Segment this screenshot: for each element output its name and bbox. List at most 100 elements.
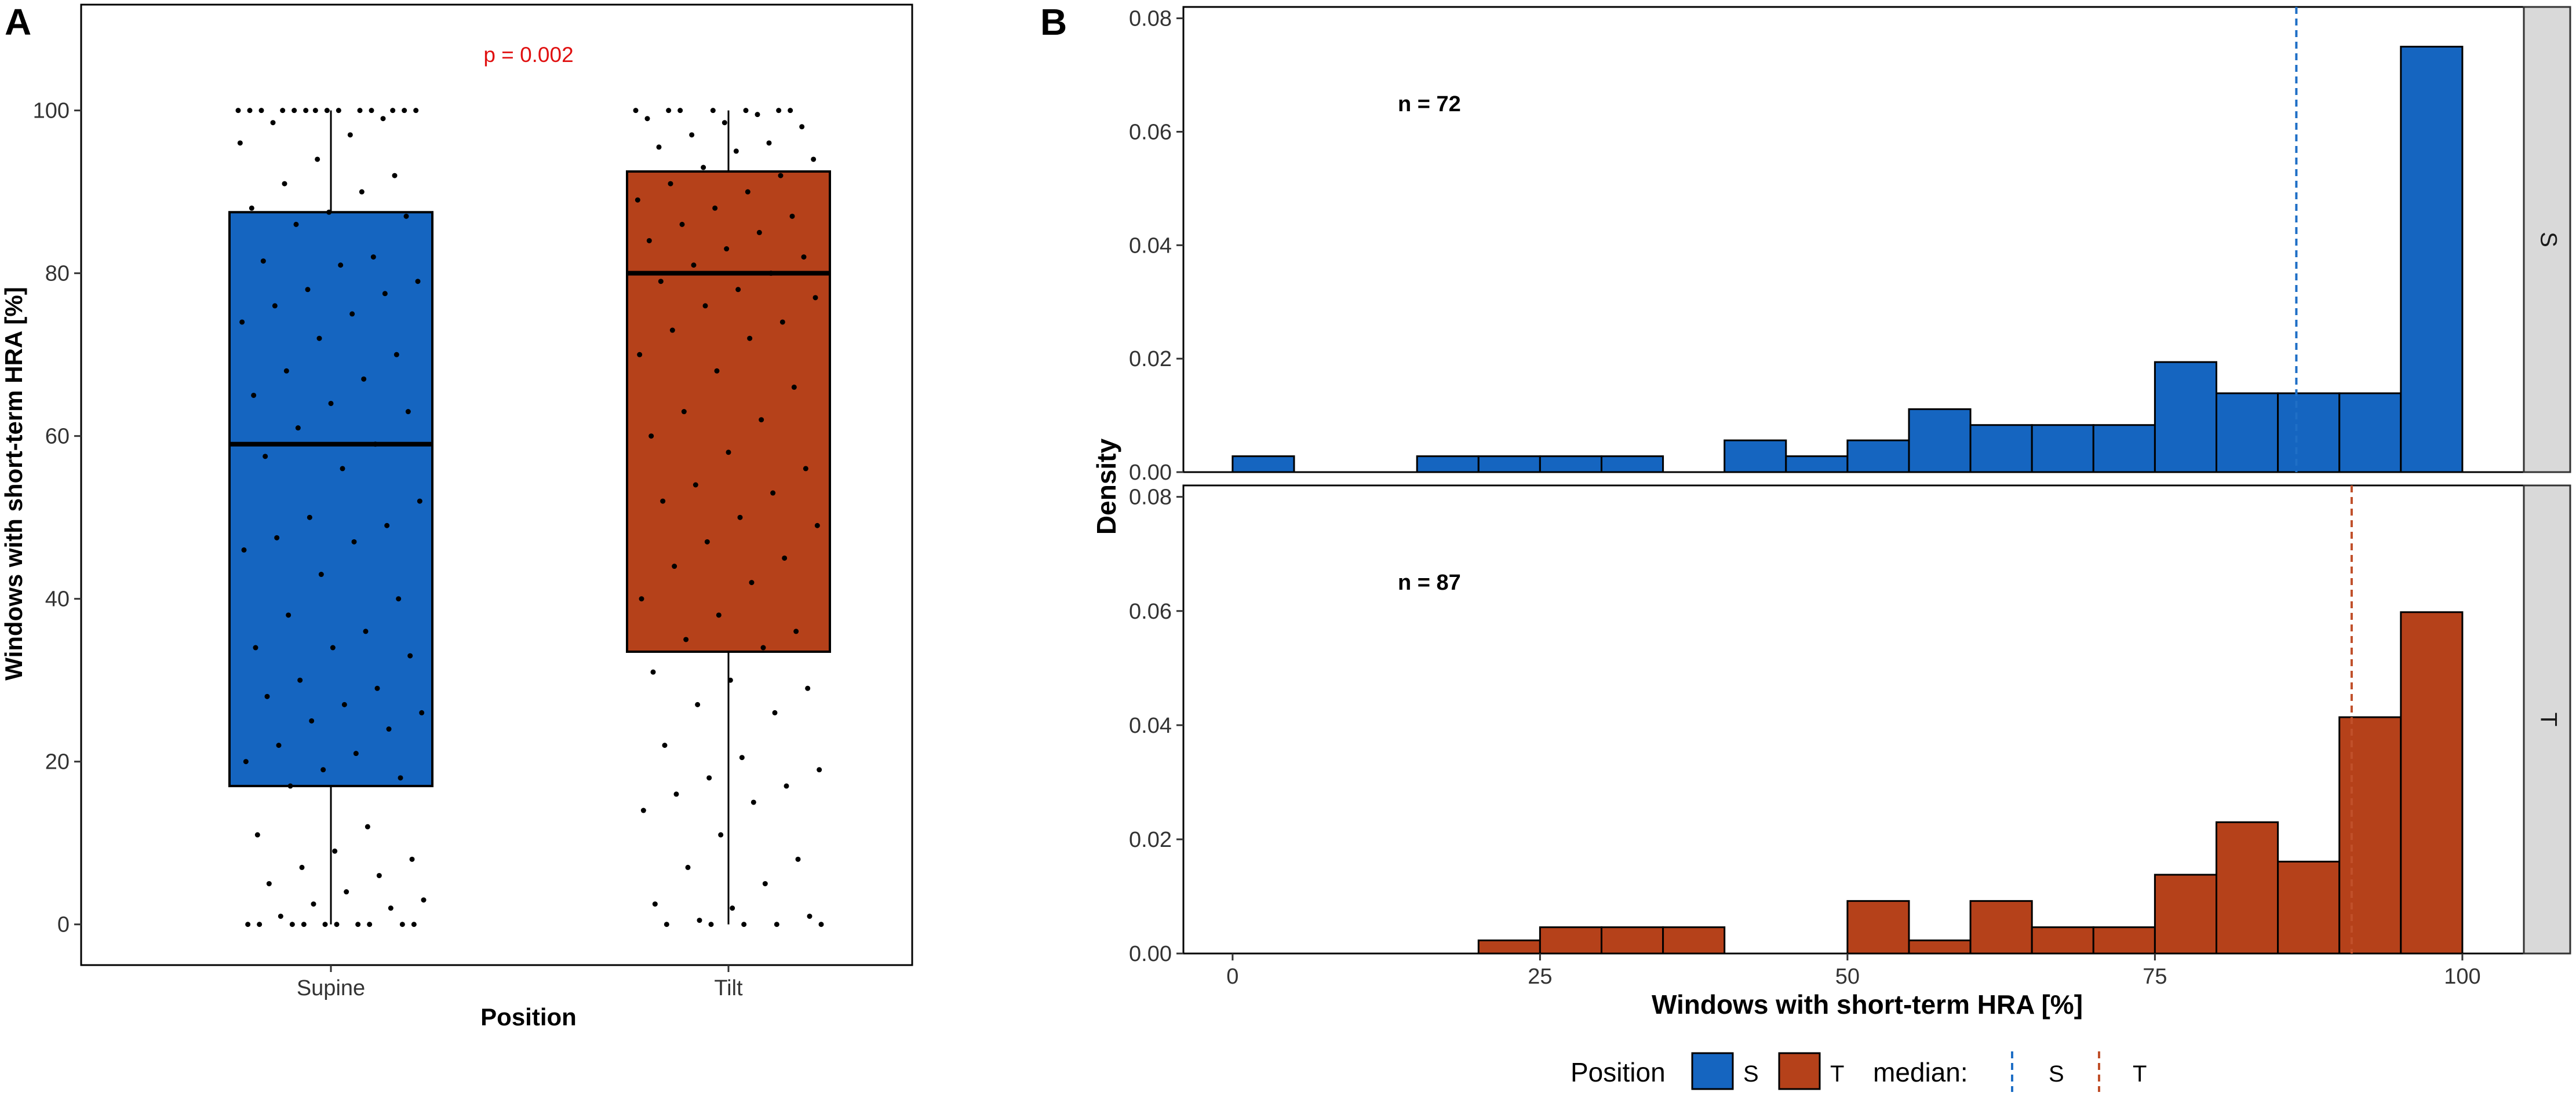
- a-point: [666, 108, 672, 114]
- a-point: [772, 710, 778, 715]
- a-point: [648, 433, 654, 439]
- a-point: [739, 755, 745, 761]
- panel-a-pvalue: p = 0.002: [483, 43, 573, 67]
- a-point: [241, 547, 247, 553]
- a-point: [353, 751, 359, 757]
- b-ytick-label: 0.02: [1129, 347, 1172, 371]
- b-xtick-label: 25: [1528, 965, 1552, 989]
- a-point: [305, 287, 311, 293]
- facet-strip: [2523, 484, 2571, 955]
- b-ytick-label: 0.04: [1129, 714, 1172, 738]
- a-point: [392, 173, 398, 178]
- hist-bar: [1846, 439, 1910, 473]
- facet-strip: [2523, 6, 2571, 473]
- a-point: [315, 156, 320, 162]
- a-point: [243, 759, 249, 765]
- a-point: [396, 596, 402, 602]
- a-point: [301, 922, 307, 927]
- a-ytick-label: 60: [45, 425, 70, 449]
- hist-bar: [2092, 424, 2156, 473]
- a-point: [263, 454, 268, 459]
- a-point: [413, 108, 419, 114]
- a-point: [793, 629, 799, 634]
- a-point: [260, 258, 266, 264]
- a-point: [760, 645, 766, 651]
- a-point: [374, 685, 380, 691]
- a-point: [702, 303, 708, 309]
- a-point: [722, 120, 727, 126]
- a-point: [774, 922, 779, 927]
- a-point: [299, 864, 305, 870]
- a-point: [677, 108, 683, 114]
- a-point: [759, 417, 764, 423]
- a-point: [656, 144, 662, 150]
- a-point: [693, 482, 698, 488]
- panel-a-boxes: [228, 110, 831, 925]
- facet-s: n = 72 0.00 0.02 0.04 0.06 0.08 S: [1129, 6, 2571, 485]
- hist-bar: [2215, 392, 2279, 473]
- a-point: [646, 238, 652, 243]
- a-point: [402, 108, 407, 114]
- hist-bar: [1908, 408, 1972, 473]
- a-point: [276, 743, 282, 748]
- hist-bar: [1908, 939, 1972, 955]
- a-point: [814, 523, 820, 528]
- hist-bar: [2154, 361, 2217, 473]
- a-point: [691, 262, 697, 268]
- legend-median-label-s: S: [2049, 1061, 2064, 1087]
- hist-bar: [1969, 424, 2033, 473]
- a-point: [376, 872, 382, 878]
- b-ytick-label: 0.00: [1129, 942, 1172, 966]
- hist-bar: [2338, 392, 2402, 473]
- hist-bar: [1477, 939, 1541, 955]
- a-point: [784, 783, 789, 789]
- b-ytick-label: 0.08: [1129, 485, 1172, 510]
- a-point: [239, 319, 245, 325]
- a-point: [266, 881, 272, 886]
- a-point: [679, 221, 685, 227]
- a-point: [749, 580, 755, 586]
- a-point: [320, 767, 326, 773]
- a-point: [776, 108, 782, 114]
- a-ytick-label: 100: [33, 99, 70, 123]
- a-point: [334, 922, 340, 927]
- a-point: [779, 319, 785, 325]
- a-point: [359, 189, 365, 195]
- a-point: [768, 271, 774, 276]
- panel-a-y-axis: 0 20 40 60 80 100: [33, 99, 81, 937]
- b-xtick-label: 100: [2444, 965, 2480, 989]
- a-point: [795, 856, 801, 862]
- panel-b-x-axis: 0 25 50 75 100: [1226, 953, 2481, 989]
- a-point: [274, 535, 280, 540]
- hist-bar: [1600, 455, 1664, 473]
- a-point: [743, 108, 749, 114]
- a-point: [254, 832, 260, 838]
- legend-label-s: S: [1743, 1061, 1759, 1087]
- a-point: [733, 148, 739, 154]
- a-point: [316, 335, 322, 341]
- a-point: [326, 209, 332, 215]
- a-point: [393, 352, 399, 357]
- facet-t: n = 87 0.00 0.02 0.04 0.06 0.08 T: [1129, 484, 2571, 966]
- hist-bar: [1477, 455, 1541, 473]
- hist-bar: [1600, 926, 1664, 955]
- a-point: [701, 165, 706, 170]
- panel-b-letter: B: [1040, 1, 1067, 43]
- a-point: [735, 287, 741, 293]
- a-point: [272, 303, 278, 309]
- a-point: [289, 922, 295, 927]
- a-point: [805, 685, 811, 691]
- a-point: [710, 108, 716, 114]
- a-point: [361, 376, 367, 382]
- a-point: [287, 783, 293, 789]
- a-point: [292, 108, 297, 114]
- a-point: [650, 669, 656, 675]
- b-ytick-label: 0.08: [1129, 7, 1172, 31]
- panel-a-x-axis: Supine Tilt: [297, 965, 743, 1000]
- a-point: [369, 108, 374, 114]
- a-point: [799, 124, 805, 130]
- b-ytick-label: 0.04: [1129, 233, 1172, 258]
- a-point: [417, 498, 422, 504]
- a-box-tilt: [626, 170, 831, 653]
- a-point: [351, 539, 357, 545]
